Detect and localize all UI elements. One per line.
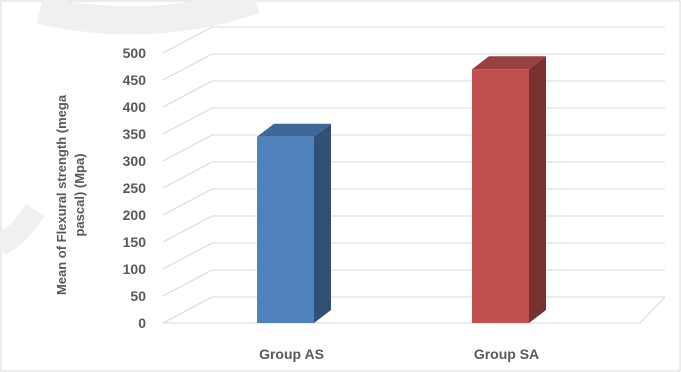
y-tick-label: 300 (123, 153, 147, 169)
y-tick-label: 200 (123, 207, 147, 223)
bar-top (472, 56, 546, 70)
x-tick-label: Group SA (474, 346, 539, 362)
y-tick-label: 50 (130, 288, 146, 304)
bar-front (257, 136, 314, 323)
y-tick-label: 250 (123, 180, 147, 196)
x-axis-ticks: Group AS Group SA (259, 346, 539, 362)
y-tick-label: 450 (123, 72, 147, 88)
y-axis-label-line: pascal) (Mpa) (72, 153, 87, 236)
bar-side (314, 123, 331, 323)
bar-top (257, 123, 331, 137)
y-tick-label: 150 (123, 234, 147, 250)
y-axis-ticks: 0 50 100 150 200 250 300 350 400 450 500 (123, 45, 147, 331)
y-tick-label: 500 (123, 45, 147, 61)
y-tick-label: 400 (123, 99, 147, 115)
gridline (162, 26, 665, 54)
bar (257, 123, 331, 323)
bar (472, 56, 546, 323)
bar-side (529, 56, 546, 323)
y-tick-label: 350 (123, 126, 147, 142)
bar-front (472, 69, 529, 323)
bars (257, 56, 546, 323)
y-tick-label: 0 (138, 315, 146, 331)
y-axis-label: Mean of Flexural strength (mega pascal) (… (54, 94, 87, 295)
gridline (162, 53, 665, 81)
gridlines (162, 26, 666, 324)
watermark-arc (0, 0, 260, 255)
x-tick-label: Group AS (259, 346, 324, 362)
y-axis-label-line: Mean of Flexural strength (mega (54, 94, 69, 295)
y-tick-label: 100 (123, 261, 147, 277)
